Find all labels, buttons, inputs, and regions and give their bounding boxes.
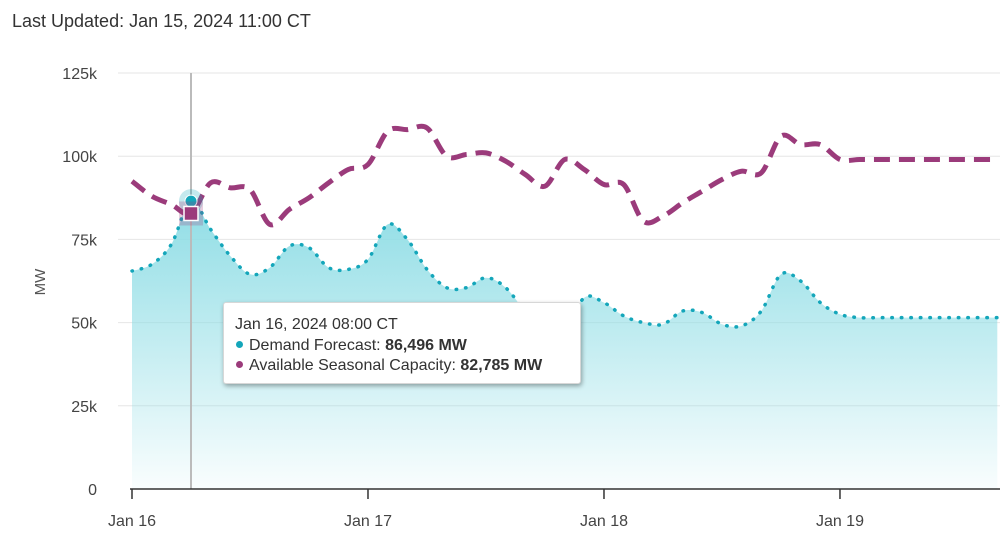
x-tick-label-2: Jan 18 xyxy=(580,513,628,530)
tooltip-capacity-label: Available Seasonal Capacity: xyxy=(249,357,461,374)
capacity-hover-point xyxy=(183,205,199,222)
x-tick-label-3: Jan 19 xyxy=(816,513,864,530)
x-axis: Jan 16 Jan 17 Jan 18 Jan 19 xyxy=(108,488,1000,530)
y-axis-title: MW xyxy=(32,268,49,295)
y-tick-label-0: 0 xyxy=(88,482,97,499)
y-tick-label-5: 125k xyxy=(62,66,98,83)
tooltip-row-demand: Demand Forecast: 86,496 MW xyxy=(235,336,580,357)
y-tick-label-3: 75k xyxy=(71,232,98,249)
tooltip-title: Jan 16, 2024 08:00 CT xyxy=(235,316,398,333)
capacity-line xyxy=(130,123,998,228)
last-updated-text: Last Updated: Jan 15, 2024 11:00 CT xyxy=(12,11,311,31)
y-axis: 0 25k 50k 75k 100k 125k xyxy=(62,66,98,499)
y-tick-label-4: 100k xyxy=(62,149,98,166)
x-tick-label-0: Jan 16 xyxy=(108,513,156,530)
chart-tooltip: Jan 16, 2024 08:00 CT Demand Forecast: 8… xyxy=(223,302,581,384)
demand-legend-dot xyxy=(236,340,243,348)
capacity-legend-dot xyxy=(236,361,243,369)
tooltip-demand-value: 86,496 MW xyxy=(385,336,467,354)
tooltip-demand-label: Demand Forecast: xyxy=(249,336,386,354)
y-tick-label-1: 25k xyxy=(71,399,98,416)
tooltip-capacity-value: 82,785 MW xyxy=(460,357,543,374)
demand-forecast-line xyxy=(130,199,1000,344)
hover-markers xyxy=(178,189,203,226)
series-layer xyxy=(130,73,1000,489)
tooltip-row-capacity: Available Seasonal Capacity: 82,785 MW xyxy=(235,356,580,377)
y-tick-label-2: 50k xyxy=(71,316,98,333)
x-tick-label-1: Jan 17 xyxy=(344,513,392,530)
